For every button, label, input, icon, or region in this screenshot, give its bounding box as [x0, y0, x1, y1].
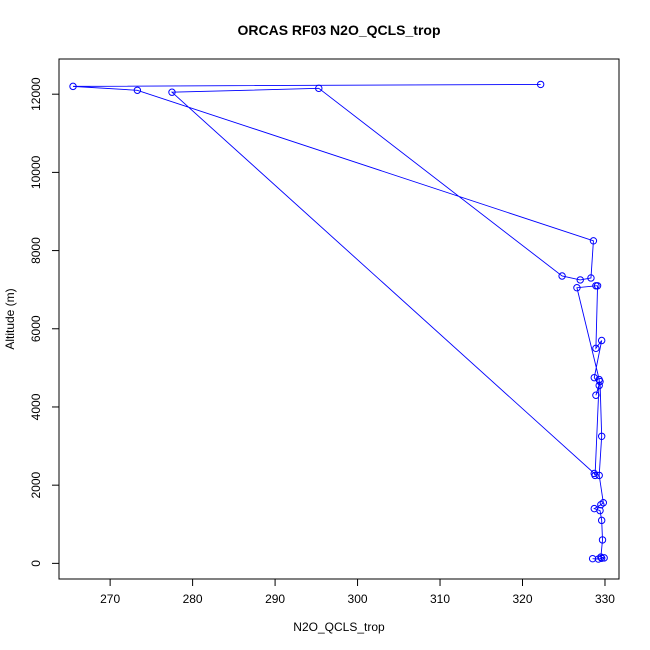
plot-area — [69, 80, 608, 563]
x-tick-label: 290 — [265, 592, 285, 606]
data-point — [599, 499, 608, 507]
x-tick-label: 310 — [430, 592, 450, 606]
series-line — [72, 83, 605, 560]
data-point — [587, 274, 595, 282]
data-point — [592, 344, 600, 353]
x-tick-label: 280 — [183, 592, 203, 606]
data-point — [597, 336, 606, 345]
data-point — [133, 86, 142, 94]
data-point — [592, 391, 600, 399]
x-tick-label: 330 — [595, 592, 615, 606]
data-point — [315, 84, 323, 93]
data-point — [590, 504, 598, 513]
y-axis-label: Altitude (m) — [3, 288, 17, 349]
y-tick-label: 2000 — [29, 471, 43, 498]
chart-title: ORCAS RF03 N2O_QCLS_trop — [237, 22, 440, 38]
data-point — [558, 272, 566, 280]
data-point — [536, 80, 545, 89]
y-tick-label: 12000 — [29, 77, 43, 111]
y-tick-label: 6000 — [29, 315, 43, 342]
data-point — [590, 469, 598, 478]
data-point — [597, 516, 606, 525]
y-tick-label: 8000 — [29, 237, 43, 264]
data-point — [597, 501, 605, 509]
data-point — [168, 88, 176, 96]
x-tick-label: 270 — [100, 592, 120, 606]
data-point — [597, 554, 606, 562]
y-tick-label: 4000 — [29, 393, 43, 420]
data-point — [592, 282, 600, 290]
y-tick-label: 10000 — [29, 155, 43, 189]
y-axis: 0 2000 4000 6000 8000 10000 12000 — [29, 77, 60, 567]
y-tick-label: 0 — [29, 560, 43, 567]
data-point — [595, 375, 603, 384]
x-axis-label: N2O_QCLS_trop — [293, 620, 385, 634]
data-point — [597, 553, 605, 561]
data-point — [600, 554, 608, 562]
x-tick-label: 320 — [512, 592, 532, 606]
data-point — [588, 554, 597, 563]
data-point — [589, 237, 598, 245]
plot-frame — [58, 58, 620, 580]
data-point — [573, 284, 581, 292]
data-point — [69, 82, 77, 91]
data-point — [598, 536, 607, 544]
data-point — [595, 471, 603, 480]
data-point — [576, 276, 584, 284]
data-point — [590, 373, 598, 382]
data-point — [595, 381, 603, 390]
x-axis: 270 280 290 300 310 320 330 — [100, 578, 615, 606]
x-tick-label: 300 — [348, 592, 368, 606]
data-point — [597, 432, 606, 440]
